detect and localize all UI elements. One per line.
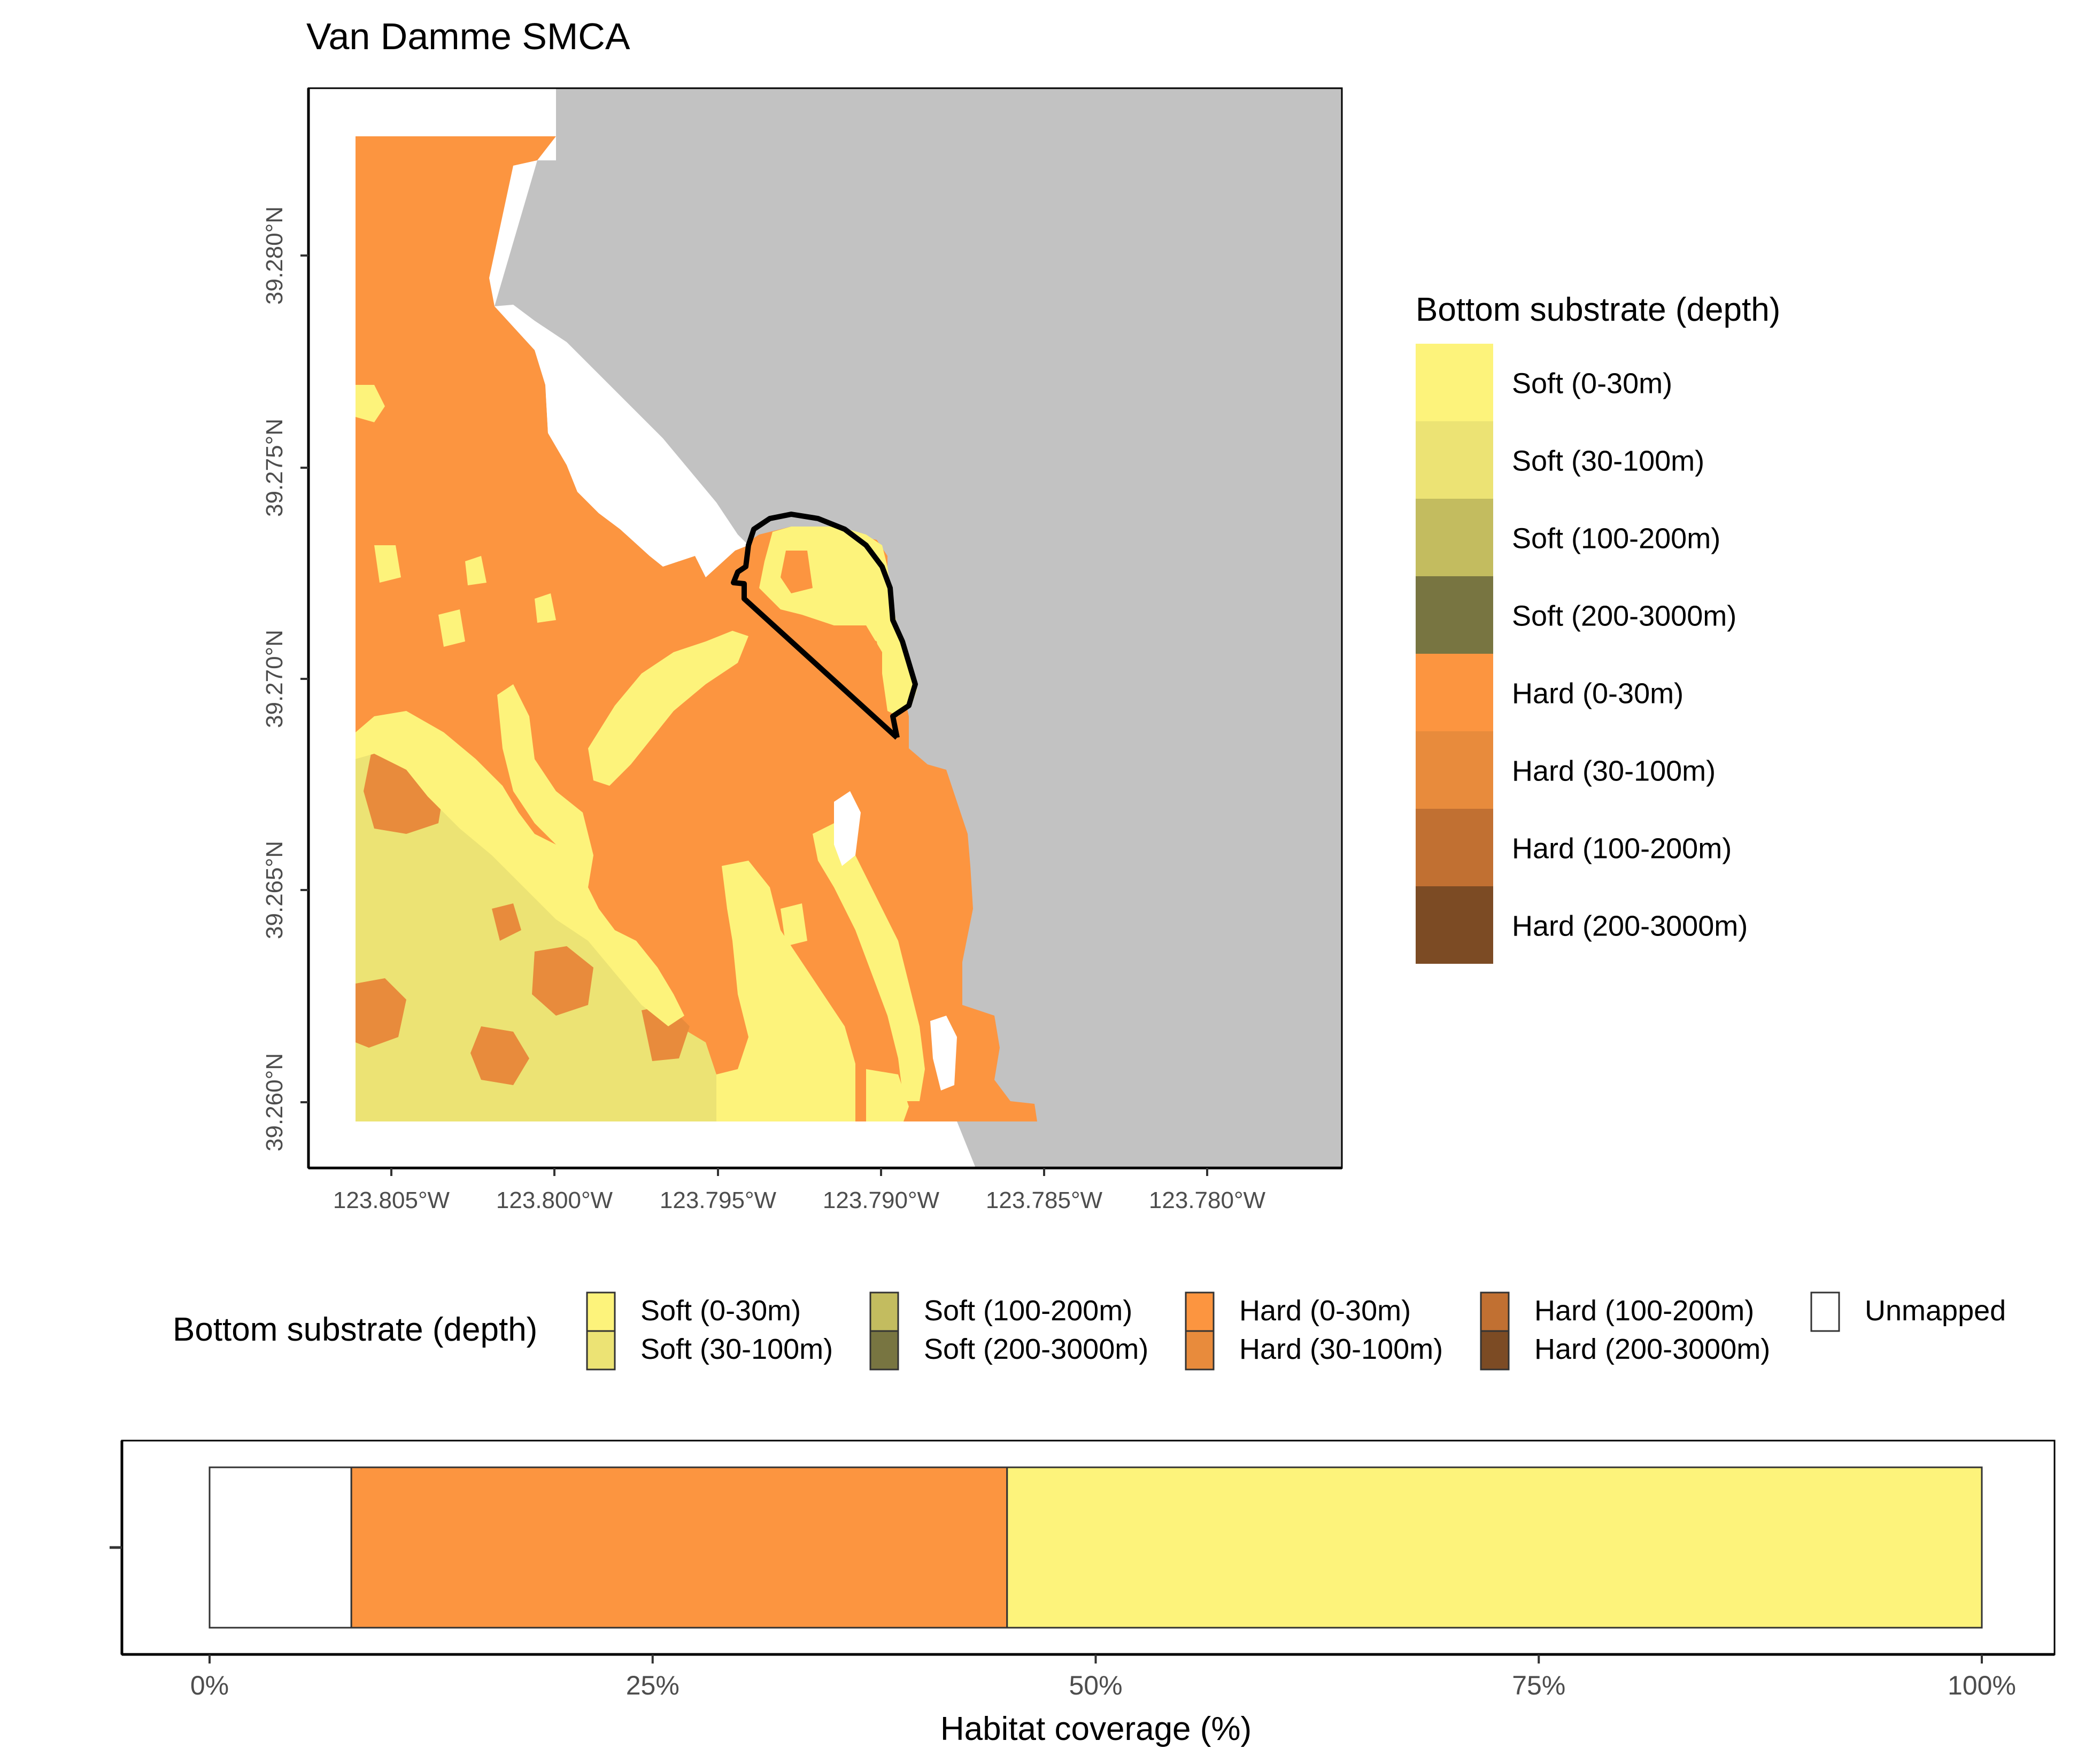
legend-right-swatch	[1416, 809, 1493, 886]
legend-bottom: Bottom substrate (depth) Soft (0-30m)Sof…	[173, 1291, 2006, 1371]
legend-bottom-label: Hard (0-30m)	[1239, 1295, 1411, 1327]
land-area	[495, 88, 1342, 1168]
chart-bars	[208, 1466, 1983, 1629]
legend-bottom-label: Soft (30-100m)	[640, 1333, 833, 1365]
map-x-tick-label: 123.795°W	[660, 1187, 777, 1213]
unmapped-patch	[495, 305, 748, 577]
chart-x-axis-title: Habitat coverage (%)	[940, 1711, 1252, 1747]
legend-bottom-label: Soft (0-30m)	[640, 1295, 801, 1327]
hard-30-100-patch	[492, 903, 521, 941]
smca-hard-patch	[834, 625, 882, 706]
soft-0-30-channel	[716, 861, 855, 1121]
chart-bar-segment	[350, 1466, 1008, 1629]
legend-right-label: Hard (30-100m)	[1512, 755, 1716, 787]
legend-bottom-swatch	[869, 1330, 899, 1371]
soft-0-30-channel	[813, 823, 925, 1101]
legend-bottom-swatch	[1480, 1291, 1510, 1332]
legend-right-swatch	[1416, 654, 1493, 731]
map-frame	[307, 87, 1343, 1169]
legend-right-label: Soft (30-100m)	[1512, 445, 1704, 477]
legend-right-label: Hard (0-30m)	[1512, 678, 1684, 710]
legend-right-label: Soft (0-30m)	[1512, 368, 1672, 400]
legend-right-swatch	[1416, 499, 1493, 576]
legend-right: Bottom substrate (depth) Soft (0-30m)Sof…	[1416, 291, 1780, 964]
unmapped-patch	[495, 160, 537, 306]
map-x-tick-label: 123.785°W	[986, 1187, 1103, 1213]
soft-0-30-channel	[588, 631, 748, 786]
legend-right-label: Soft (100-200m)	[1512, 523, 1720, 555]
legend-bottom-swatch	[586, 1291, 616, 1332]
legend-bottom-label: Hard (100-200m)	[1534, 1295, 1754, 1327]
substrate-raster	[356, 136, 1037, 1121]
legend-right-label: Hard (100-200m)	[1512, 833, 1732, 865]
map-y-tick-label: 39.280°N	[261, 206, 288, 305]
chart-x-tick-label: 50%	[1069, 1670, 1122, 1700]
map-y-tick-label: 39.265°N	[261, 841, 288, 939]
legend-right-label: Hard (200-3000m)	[1512, 910, 1748, 942]
legend-bottom-title: Bottom substrate (depth)	[173, 1311, 537, 1348]
unmapped-patch	[930, 1016, 957, 1090]
soft-0-30-patch	[438, 609, 465, 647]
legend-bottom-items: Soft (0-30m) Soft (30-100m) Soft (100-200m…	[586, 1291, 2006, 1371]
legend-right-swatch	[1416, 421, 1493, 499]
soft-0-30-channel	[866, 1069, 909, 1121]
map-x-ticks: 123.805°W 123.800°W 123.795°W 123.790°W …	[333, 1168, 1266, 1213]
smca-boundary	[731, 512, 918, 740]
legend-right-label: Soft (200-3000m)	[1512, 600, 1736, 632]
unmapped-nearshore	[537, 136, 556, 160]
soft-0-30-patch	[356, 385, 385, 422]
soft-30-100-area	[356, 748, 716, 1121]
legend-bottom-label: Hard (200-3000m)	[1534, 1333, 1770, 1365]
legend-bottom-label: Unmapped	[1865, 1295, 2006, 1327]
legend-right-title: Bottom substrate (depth)	[1416, 291, 1780, 328]
map-x-tick-label: 123.805°W	[333, 1187, 450, 1213]
legend-bottom-swatch	[1185, 1291, 1215, 1332]
map-panel	[356, 88, 1342, 1168]
unmapped-patch	[834, 791, 861, 866]
legend-right-swatch	[1416, 344, 1493, 421]
chart-x-tick-label: 100%	[1948, 1670, 2016, 1700]
chart-bar-segment	[1006, 1466, 1983, 1629]
map-y-tick-label: 39.270°N	[261, 630, 288, 728]
chart-bar-segment	[208, 1466, 352, 1629]
smca-hard-patch	[781, 551, 813, 593]
chart-x-tick-label: 75%	[1512, 1670, 1565, 1700]
map-y-tick-label: 39.260°N	[261, 1053, 288, 1151]
map-y-tick-label: 39.275°N	[261, 419, 288, 517]
soft-0-30-patch	[374, 545, 401, 583]
chart-x-tick-label: 0%	[190, 1670, 229, 1700]
legend-right-swatch	[1416, 886, 1493, 964]
legend-right-swatch	[1416, 731, 1493, 809]
hard-30-100-patch	[356, 978, 406, 1048]
soft-0-30-patch	[535, 593, 556, 623]
legend-bottom-swatch	[1810, 1291, 1840, 1332]
legend-bottom-swatch	[869, 1291, 899, 1332]
map-x-tick-label: 123.790°W	[823, 1187, 940, 1213]
map-x-tick-label: 123.800°W	[496, 1187, 613, 1213]
soft-0-30-patch	[781, 903, 807, 946]
map-title: Van Damme SMCA	[306, 16, 630, 57]
legend-right-swatch	[1416, 576, 1493, 654]
hard-30-100-patch	[470, 1026, 529, 1085]
legend-bottom-swatch	[1185, 1330, 1215, 1371]
hard-30-100-patch	[532, 946, 593, 1016]
legend-bottom-swatch	[1480, 1330, 1510, 1371]
chart-x-tick-label: 25%	[626, 1670, 679, 1700]
legend-bottom-label: Soft (100-200m)	[924, 1295, 1132, 1327]
legend-right-items: Soft (0-30m) Soft (30-100m) Soft (100-200m…	[1416, 344, 1748, 964]
chart-x-ticks: 0% 25% 50% 75% 100%	[190, 1654, 2016, 1700]
legend-bottom-label: Hard (30-100m)	[1239, 1333, 1443, 1365]
coverage-chart: 0% 25% 50% 75% 100% Habitat coverage (%)	[110, 1440, 2056, 1747]
legend-bottom-label: Soft (200-3000m)	[924, 1333, 1148, 1365]
soft-0-30-patch	[465, 556, 486, 585]
map-x-tick-label: 123.780°W	[1149, 1187, 1266, 1213]
soft-0-30-channel	[356, 711, 684, 1026]
map-y-ticks: 39.280°N 39.275°N 39.270°N 39.265°N 39.2…	[261, 206, 308, 1151]
legend-bottom-swatch	[586, 1330, 616, 1371]
soft-0-30-channel	[497, 684, 593, 887]
